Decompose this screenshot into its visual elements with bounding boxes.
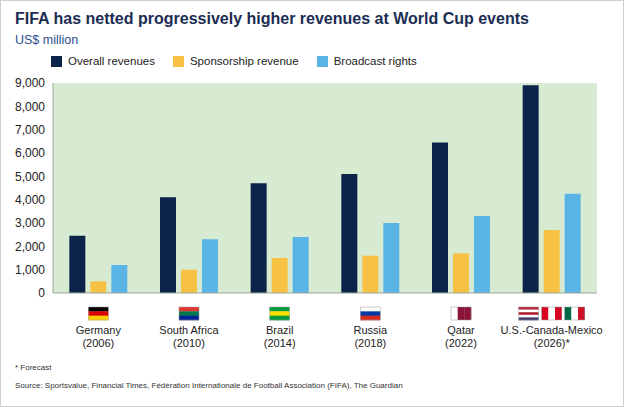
svg-text:Brazil: Brazil [266,324,294,336]
html-text:* Forecast: * Forecast [15,363,52,372]
svg-text:1,000: 1,000 [15,263,45,277]
svg-text:(2022): (2022) [445,337,477,349]
html-text:Broadcast rights: Broadcast rights [333,55,417,67]
svg-text:6,000: 6,000 [15,146,45,160]
html-text:FIFA has netted progressively: FIFA has netted progressively higher rev… [15,10,529,27]
svg-text:(2006): (2006) [82,337,114,349]
svg-text:7,000: 7,000 [15,123,45,137]
svg-text:2,000: 2,000 [15,240,45,254]
svg-text:0: 0 [38,286,45,300]
svg-text:Germany: Germany [76,324,122,336]
svg-text:3,000: 3,000 [15,216,45,230]
svg-text:U.S.-Canada-Mexico: U.S.-Canada-Mexico [501,324,603,336]
svg-text:(2026)*: (2026)* [534,337,571,349]
svg-text:8,000: 8,000 [15,100,45,114]
svg-text:(2010): (2010) [173,337,205,349]
svg-text:South Africa: South Africa [159,324,219,336]
svg-text:9,000: 9,000 [15,76,45,90]
svg-text:Russia: Russia [354,324,389,336]
html-text:Source: Sportsvalue, Financial: Source: Sportsvalue, Financial Times, Fé… [15,381,403,390]
html-text:Sponsorship revenue: Sponsorship revenue [189,55,299,67]
html-text:Overall revenues: Overall revenues [68,55,155,67]
svg-text:5,000: 5,000 [15,170,45,184]
html-text:US$ million: US$ million [15,33,79,47]
svg-text:Qatar: Qatar [447,324,475,336]
svg-text:4,000: 4,000 [15,193,45,207]
svg-text:(2014): (2014) [264,337,296,349]
svg-text:(2018): (2018) [354,337,386,349]
